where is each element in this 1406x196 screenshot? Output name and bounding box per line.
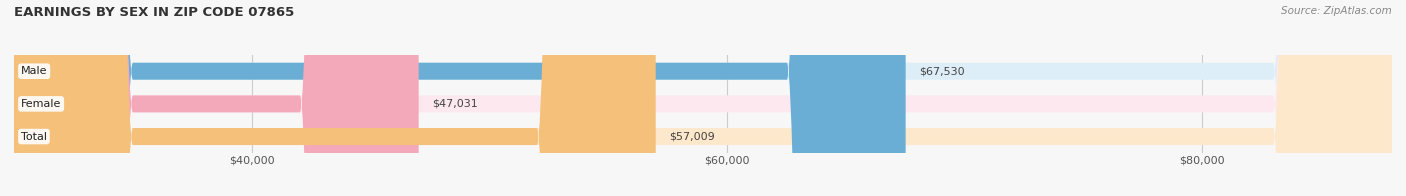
Text: Male: Male <box>21 66 48 76</box>
Text: $67,530: $67,530 <box>920 66 965 76</box>
Text: EARNINGS BY SEX IN ZIP CODE 07865: EARNINGS BY SEX IN ZIP CODE 07865 <box>14 6 294 19</box>
Text: Female: Female <box>21 99 62 109</box>
Text: Total: Total <box>21 132 46 142</box>
Text: $57,009: $57,009 <box>669 132 716 142</box>
Text: $47,031: $47,031 <box>433 99 478 109</box>
FancyBboxPatch shape <box>14 0 1392 196</box>
FancyBboxPatch shape <box>14 0 1392 196</box>
FancyBboxPatch shape <box>14 0 655 196</box>
FancyBboxPatch shape <box>14 0 905 196</box>
Text: Source: ZipAtlas.com: Source: ZipAtlas.com <box>1281 6 1392 16</box>
FancyBboxPatch shape <box>14 0 1392 196</box>
FancyBboxPatch shape <box>14 0 419 196</box>
